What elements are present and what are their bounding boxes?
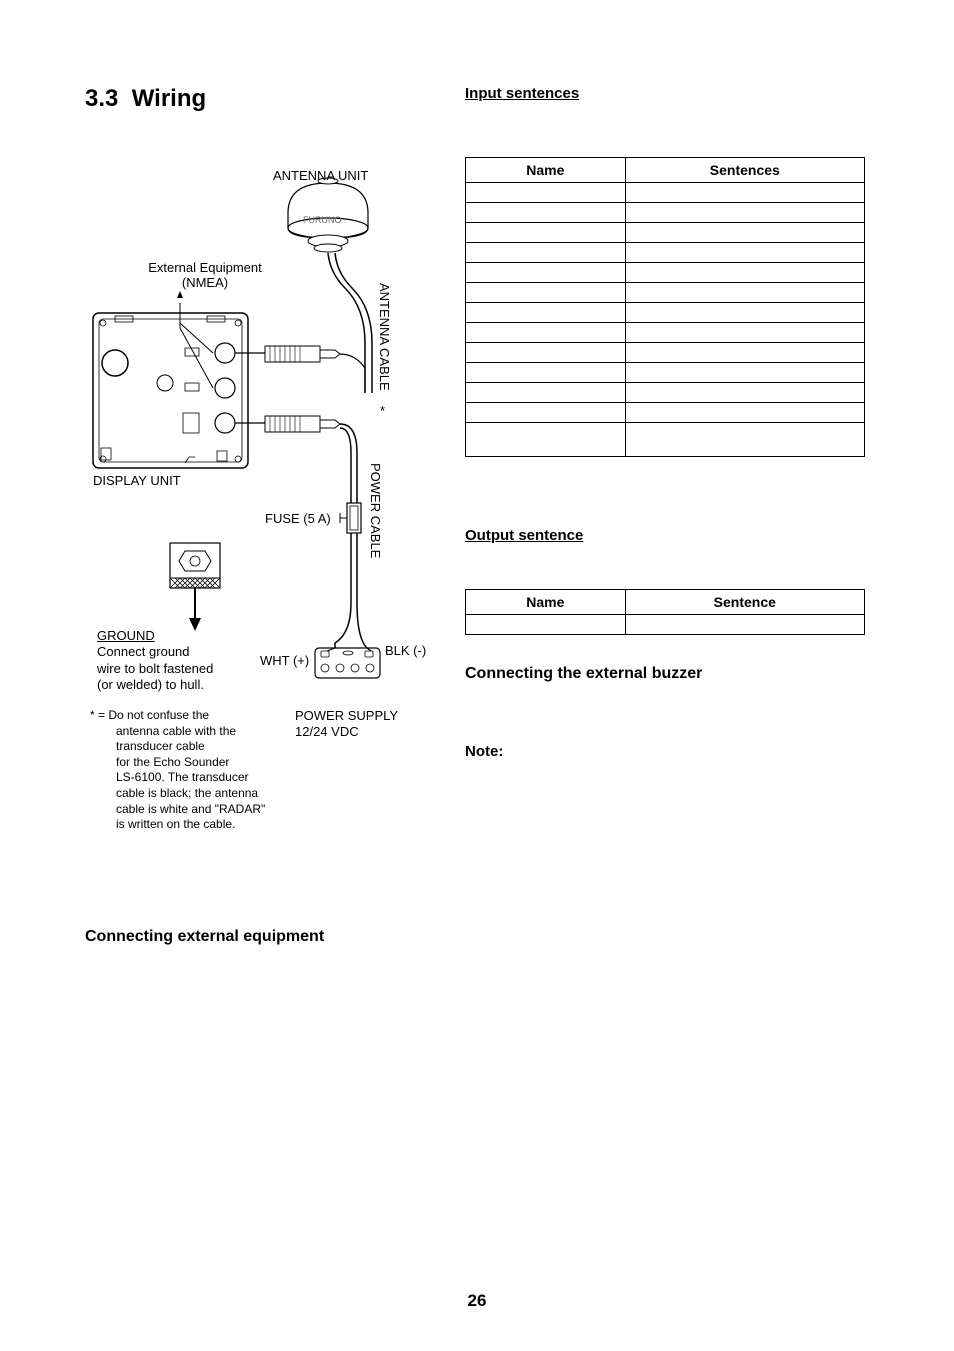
table-row [466,363,865,383]
table-cell [625,363,864,383]
table-cell [466,403,626,423]
input-table-col-name: Name [466,158,626,183]
connecting-external-buzzer-heading: Connecting the external buzzer [465,665,865,683]
table-cell [625,263,864,283]
output-sentence-table: Name Sentence [465,589,865,635]
ground-line2: wire to bolt fastened [97,661,213,676]
footnote-l7: cable is white and "RADAR" [90,802,265,818]
table-cell [625,203,864,223]
table-cell [466,323,626,343]
page-number: 26 [0,1291,954,1311]
ground-block: GROUND Connect ground wire to bolt faste… [97,628,213,693]
table-cell [625,243,864,263]
note-label: Note: [465,743,865,760]
footnote-l6: cable is black; the antenna [90,786,258,802]
ground-line1: Connect ground [97,644,190,659]
table-row [466,223,865,243]
wht-label: WHT (+) [260,653,309,668]
footnote-l4: for the Echo Sounder [90,755,229,771]
table-row [466,383,865,403]
table-row [466,423,865,457]
table-cell [466,343,626,363]
power-supply-label: POWER SUPPLY 12/24 VDC [295,708,398,741]
table-cell [625,303,864,323]
table-row [466,183,865,203]
footnote-l3: transducer cable [90,739,205,755]
output-sentence-heading: Output sentence [465,527,583,544]
table-cell [625,403,864,423]
power-supply-line1: POWER SUPPLY [295,708,398,723]
table-cell [625,283,864,303]
table-cell [466,383,626,403]
table-cell [466,243,626,263]
ext-equip-line2: (NMEA) [182,275,228,290]
table-cell [466,303,626,323]
table-cell [466,283,626,303]
power-supply-line2: 12/24 VDC [295,724,359,739]
output-table-col-sentence: Sentence [625,590,864,615]
input-sentences-heading: Input sentences [465,85,579,102]
ext-equip-label: External Equipment (NMEA) [140,260,270,290]
table-cell [625,223,864,243]
table-cell [625,343,864,363]
table-cell [466,203,626,223]
fuse-label: FUSE (5 A) [265,511,331,526]
table-cell [625,615,864,635]
table-cell [625,383,864,403]
antenna-brand-text: FURUNO [303,215,342,225]
table-row [466,283,865,303]
section-number: 3.3 [85,85,118,112]
ground-line3: (or welded) to hull. [97,677,204,692]
table-row [466,343,865,363]
table-cell [466,363,626,383]
wiring-diagram: FURUNO [85,153,445,873]
table-row [466,615,865,635]
table-cell [625,423,864,457]
antenna-unit-label: ANTENNA UNIT [273,168,368,183]
power-cable-label: POWER CABLE [368,463,383,558]
footnote-l1: * = Do not confuse the [90,708,209,722]
input-table-col-sentences: Sentences [625,158,864,183]
ground-title: GROUND [97,628,155,643]
antenna-cable-text: ANTENNA CABLE [377,283,392,391]
table-cell [466,183,626,203]
table-cell [466,223,626,243]
connecting-external-equipment-heading: Connecting external equipment [85,928,445,946]
table-cell [466,615,626,635]
blk-label: BLK (-) [385,643,426,658]
output-table-col-name: Name [466,590,626,615]
display-unit-label: DISPLAY UNIT [93,473,181,488]
antenna-cable-star: * [380,403,385,418]
table-cell [466,423,626,457]
table-row [466,203,865,223]
table-cell [625,323,864,343]
table-row [466,303,865,323]
section-title-text: Wiring [132,85,206,112]
table-row [466,403,865,423]
table-row [466,323,865,343]
footnote-l5: LS-6100. The transducer [90,770,249,786]
table-cell [625,183,864,203]
footnote-block: * = Do not confuse the antenna cable wit… [90,708,265,833]
section-heading: 3.3 Wiring [85,85,445,113]
footnote-l2: antenna cable with the [90,724,236,740]
ext-equip-line1: External Equipment [148,260,261,275]
input-sentences-table: Name Sentences [465,157,865,457]
footnote-l8: is written on the cable. [90,817,235,833]
table-row [466,263,865,283]
antenna-cable-label: ANTENNA CABLE [377,283,392,391]
table-cell [466,263,626,283]
table-row [466,243,865,263]
